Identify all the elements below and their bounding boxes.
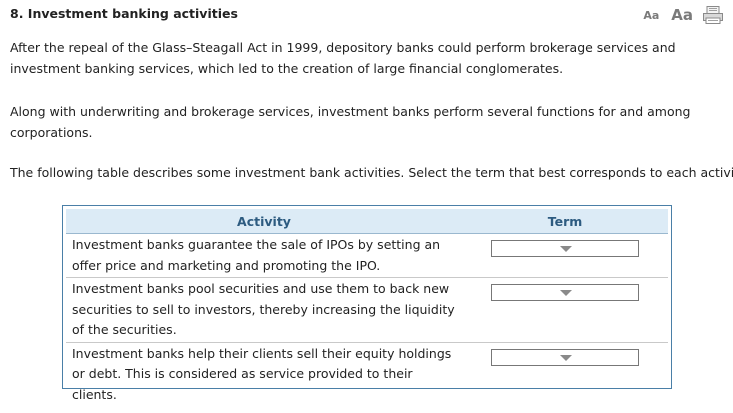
question-header: 8. Investment banking activities Aa Aa [10, 5, 723, 25]
decrease-font-button[interactable]: Aa [643, 8, 660, 22]
functions-paragraph: Along with underwriting and brokerage se… [10, 104, 691, 140]
chevron-down-icon [560, 290, 572, 296]
term-column-header: Term [462, 209, 668, 234]
question-title: 8. Investment banking activities [10, 6, 238, 21]
intro-paragraph: After the repeal of the Glass–Steagall A… [10, 40, 676, 76]
activity-table: Activity Term Investment banks guarantee… [62, 205, 672, 402]
activity-column-header: Activity [66, 209, 462, 234]
chevron-down-icon [560, 246, 572, 252]
activity-cell: Investment banks help their clients sell… [72, 345, 452, 402]
table-row: Investment banks help their clients sell… [66, 342, 668, 406]
term-dropdown[interactable] [491, 348, 639, 366]
term-dropdown[interactable] [491, 284, 639, 301]
table-row: Investment banks pool securities and use… [66, 277, 668, 343]
term-cell [462, 277, 668, 343]
table-row: Investment banks guarantee the sale of I… [66, 233, 668, 278]
print-icon[interactable] [703, 6, 723, 24]
activity-cell: Investment banks guarantee the sale of I… [66, 233, 462, 278]
term-cell [462, 342, 668, 406]
activity-term-table: Activity Term Investment banks guarantee… [66, 209, 668, 406]
term-cell [462, 233, 668, 278]
table-header-row: Activity Term [66, 209, 668, 234]
chevron-down-icon [560, 354, 572, 361]
term-dropdown[interactable] [491, 240, 639, 257]
toolbar: Aa Aa [643, 5, 723, 25]
instructions-paragraph: The following table describes some inves… [10, 165, 733, 180]
increase-font-button[interactable]: Aa [671, 6, 693, 24]
activity-cell: Investment banks pool securities and use… [66, 277, 462, 343]
